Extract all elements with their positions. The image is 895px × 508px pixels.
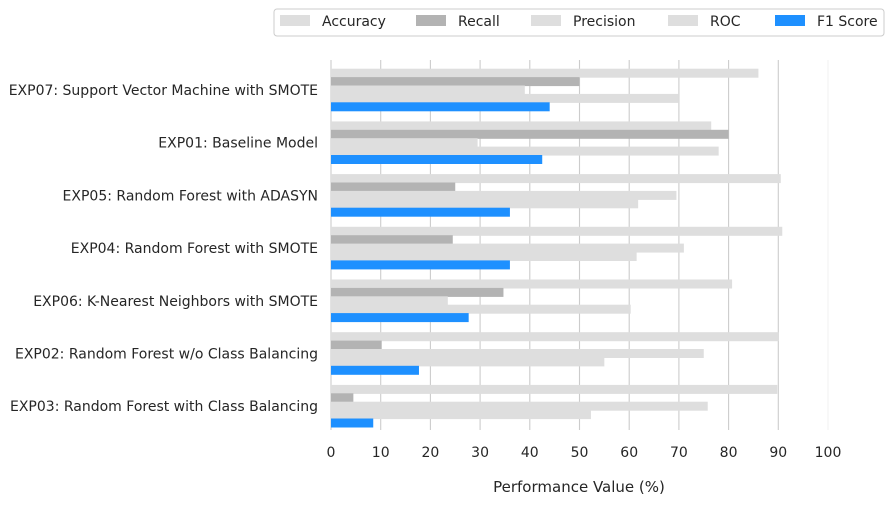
- legend-label: ROC: [710, 14, 741, 30]
- category-label: EXP06: K-Nearest Neighbors with SMOTE: [33, 294, 318, 310]
- y-tick-labels: EXP07: Support Vector Machine with SMOTE…: [9, 83, 318, 415]
- legend-label: Recall: [458, 14, 500, 30]
- bar-roc: [331, 304, 631, 314]
- legend-label: Precision: [573, 14, 635, 30]
- bar-f1-score: [331, 260, 510, 270]
- bar-accuracy: [331, 384, 778, 394]
- category-label: EXP03: Random Forest with Class Balancin…: [10, 399, 318, 415]
- bar-recall: [331, 287, 504, 297]
- x-tick-label: 100: [815, 445, 842, 461]
- bar-roc: [331, 199, 639, 209]
- x-tick-label: 30: [471, 445, 489, 461]
- x-tick-label: 90: [769, 445, 787, 461]
- x-tick-label: 50: [571, 445, 589, 461]
- x-tick-label: 80: [720, 445, 738, 461]
- legend-label: F1 Score: [817, 14, 878, 30]
- legend-swatch: [775, 15, 805, 26]
- bar-f1-score: [331, 155, 543, 164]
- bar-roc: [331, 357, 605, 367]
- bar-roc: [331, 252, 637, 261]
- category-label: EXP07: Support Vector Machine with SMOTE: [9, 83, 318, 99]
- bar-roc: [331, 146, 719, 156]
- bar-accuracy: [331, 174, 781, 184]
- x-tick-labels: 0 10 20 30 40 50 60 70 80 90 100: [327, 445, 842, 461]
- bar-recall: [331, 340, 382, 350]
- bar-recall: [331, 393, 354, 403]
- legend-swatch: [531, 15, 561, 26]
- x-axis-label: Performance Value (%): [493, 478, 665, 496]
- category-label: EXP04: Random Forest with SMOTE: [71, 241, 318, 257]
- bar-f1-score: [331, 102, 550, 112]
- bar-accuracy: [331, 226, 783, 236]
- bar-roc: [331, 410, 591, 420]
- bar-recall: [331, 129, 729, 139]
- bar-roc: [331, 93, 679, 103]
- category-label: EXP05: Random Forest with ADASYN: [63, 188, 318, 204]
- legend-swatch: [416, 15, 446, 26]
- category-label: EXP02: Random Forest w/o Class Balancing: [15, 347, 318, 363]
- bar-accuracy: [331, 332, 779, 342]
- bar-precision: [331, 349, 704, 358]
- bar-f1-score: [331, 418, 374, 428]
- bars: [331, 68, 783, 428]
- x-tick-label: 20: [421, 445, 439, 461]
- x-tick-label: 60: [620, 445, 638, 461]
- bar-f1-score: [331, 313, 469, 323]
- bar-accuracy: [331, 279, 733, 289]
- bar-recall: [331, 182, 456, 192]
- x-tick-label: 0: [327, 445, 336, 461]
- bar-accuracy: [331, 121, 712, 131]
- chart-legend: Accuracy Recall Precision ROC F1 Score: [273, 8, 885, 37]
- bar-precision: [331, 401, 708, 411]
- legend-label: Accuracy: [322, 14, 386, 30]
- legend-swatch: [280, 15, 310, 26]
- bar-recall: [331, 235, 453, 245]
- bar-accuracy: [331, 68, 759, 78]
- bar-precision: [331, 85, 525, 95]
- bar-precision: [331, 243, 684, 253]
- x-tick-label: 70: [670, 445, 688, 461]
- x-tick-label: 40: [521, 445, 539, 461]
- bar-f1-score: [331, 365, 419, 375]
- bar-precision: [331, 138, 478, 148]
- bar-precision: [331, 296, 448, 306]
- x-tick-label: 10: [372, 445, 390, 461]
- legend-swatch: [668, 15, 698, 26]
- bar-recall: [331, 77, 580, 87]
- category-label: EXP01: Baseline Model: [158, 136, 318, 152]
- bar-precision: [331, 190, 677, 200]
- bar-f1-score: [331, 207, 510, 217]
